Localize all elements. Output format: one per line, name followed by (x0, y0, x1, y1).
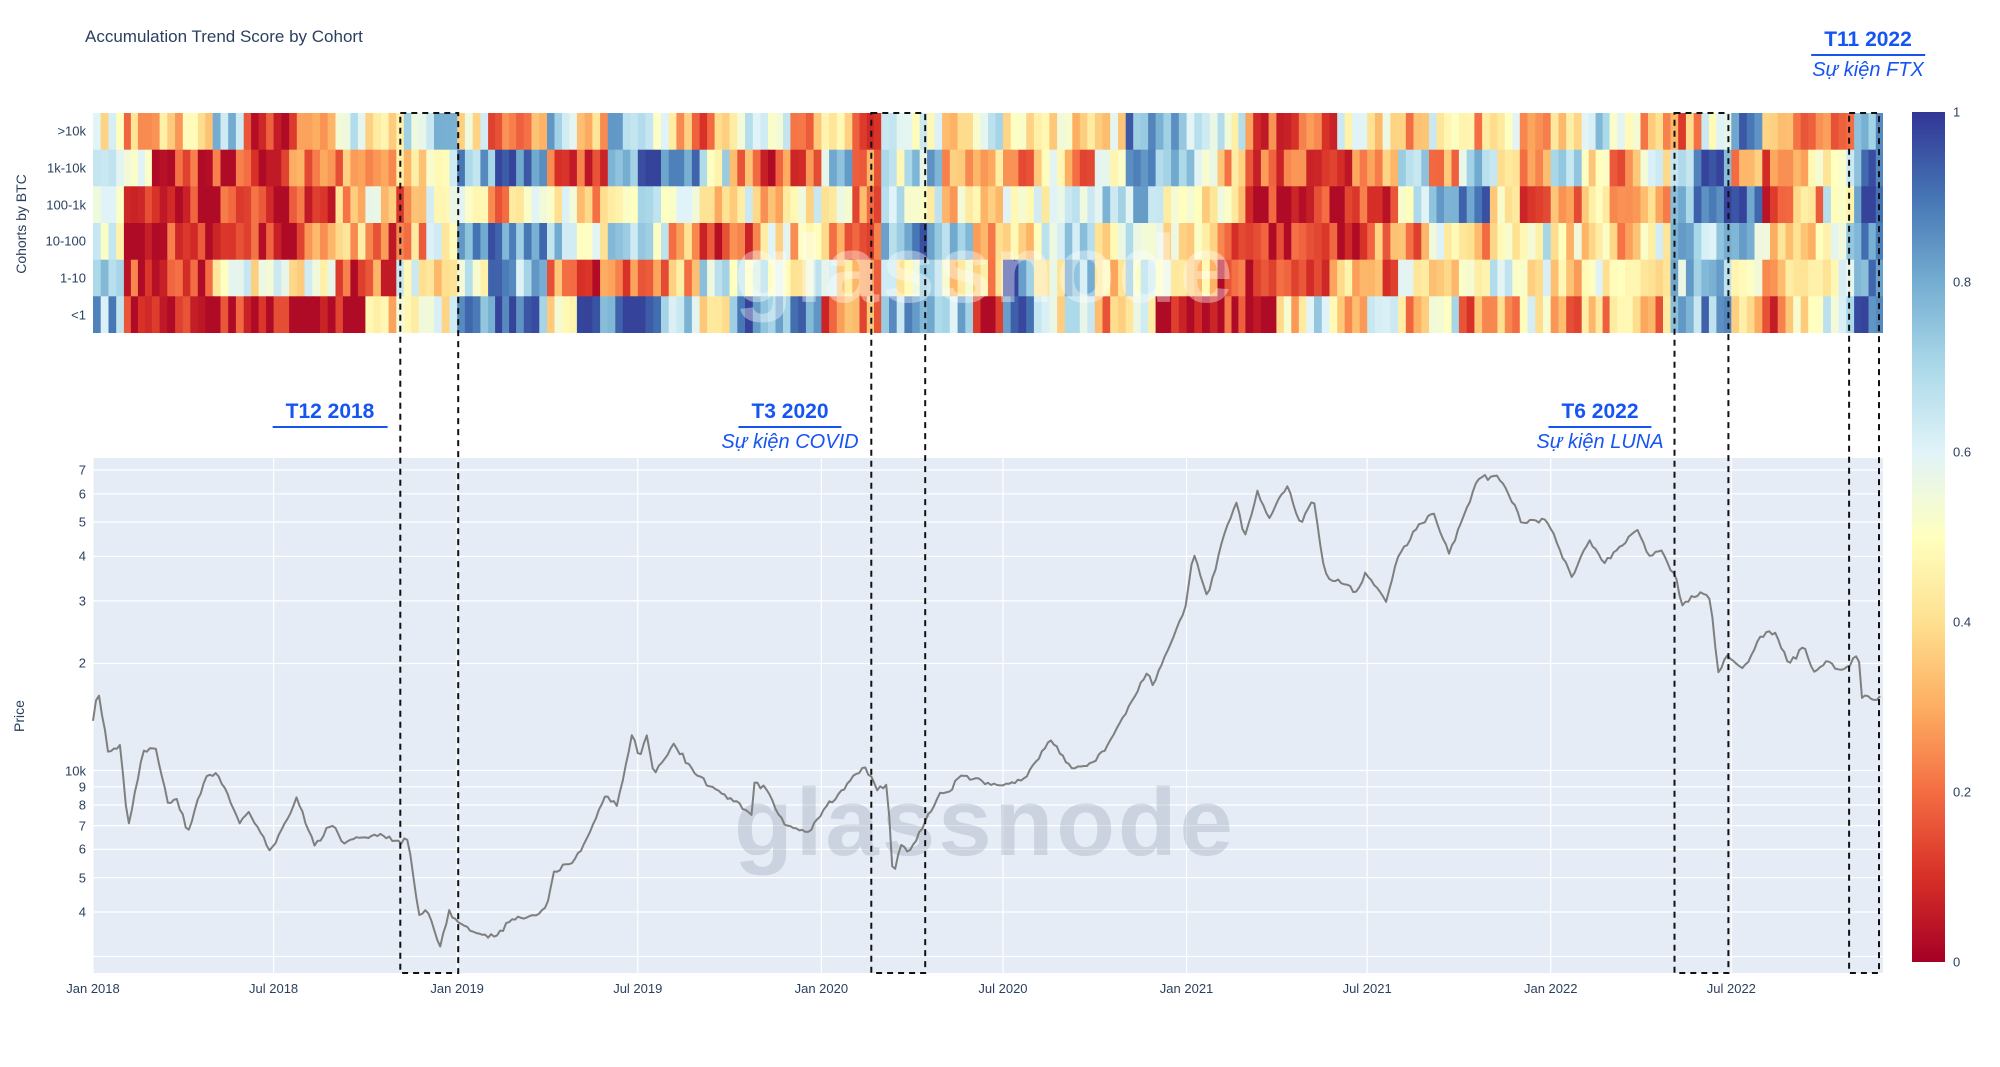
heatmap-ytick-10-100: 10-100 (45, 233, 86, 249)
cohort-heatmap[interactable] (93, 113, 1884, 334)
btc-price-line (92, 474, 1881, 948)
price-xtick-Jul-2022: Jul 2022 (1706, 981, 1756, 996)
price-xtick-Jan-2021: Jan 2021 (1159, 981, 1214, 996)
price-xtick-Jan-2020: Jan 2020 (794, 981, 849, 996)
annotation-sublabel: Sự kiện LUNA (1536, 431, 1664, 453)
glassnode-watermark-heatmap: glassnode (734, 216, 1236, 323)
heatmap-ytick-<1: <1 (71, 307, 86, 323)
price-ytick-2: 2 (78, 655, 86, 671)
price-ytick-4: 4 (78, 548, 86, 564)
annotation-t11-2022: T11 2022 Sự kiện FTX (1811, 28, 1925, 82)
heatmap-ytick-1-10: 1-10 (59, 270, 86, 286)
price-ytick-9: 9 (78, 779, 86, 795)
price-ytick-4: 4 (78, 904, 86, 920)
heatmap-ytick-1k-10k: 1k-10k (46, 160, 86, 176)
event-box-t3-2020 (870, 112, 927, 974)
colorbar-tick-0: 0 (1953, 954, 1961, 970)
annotation-label: T12 2018 (272, 400, 388, 428)
price-ytick-7: 7 (78, 818, 86, 834)
heatmap-y-axis-title: Cohorts by BTC (13, 174, 29, 274)
annotation-t6-2022: T6 2022 Sự kiện LUNA (1536, 400, 1663, 454)
price-ytick-8: 8 (78, 797, 86, 813)
colorbar-tick-0.6: 0.6 (1953, 444, 1972, 460)
price-xtick-Jan-2018: Jan 2018 (66, 981, 120, 996)
price-ytick-7: 7 (78, 462, 86, 478)
colorbar (1912, 112, 1945, 962)
annotation-t3-2020: T3 2020 Sự kiện COVID (721, 400, 858, 454)
event-box-t6-2022 (1673, 112, 1730, 974)
annotation-sublabel: Sự kiện FTX (1812, 59, 1924, 81)
event-box-t12-2018 (399, 112, 460, 974)
price-ytick-6: 6 (78, 486, 86, 502)
price-ytick-6: 6 (78, 841, 86, 857)
colorbar-tick-0.8: 0.8 (1953, 274, 1972, 290)
price-xtick-Jul-2020: Jul 2020 (978, 981, 1028, 996)
heatmap-ytick-100-1k: 100-1k (46, 197, 86, 213)
annotation-label: T3 2020 (738, 400, 842, 428)
price-ytick-5: 5 (78, 514, 86, 530)
colorbar-tick-0.4: 0.4 (1953, 614, 1972, 630)
price-xtick-Jan-2019: Jan 2019 (430, 981, 484, 996)
price-y-axis-title: Price (11, 700, 27, 732)
price-xtick-Jul-2021: Jul 2021 (1342, 981, 1392, 996)
price-xtick-Jan-2022: Jan 2022 (1523, 981, 1578, 996)
colorbar-tick-1: 1 (1953, 104, 1961, 120)
event-box-t11-2022 (1848, 112, 1880, 974)
price-chart[interactable]: glassnode (92, 458, 1883, 973)
annotation-label: T11 2022 (1811, 28, 1925, 56)
annotation-label: T6 2022 (1548, 400, 1652, 428)
annotation-sublabel: Sự kiện COVID (721, 431, 859, 453)
chart-title: Accumulation Trend Score by Cohort (85, 27, 363, 46)
price-ytick-3: 3 (78, 593, 86, 609)
price-ytick-5: 5 (78, 870, 86, 886)
heatmap-ytick->10k: >10k (57, 123, 86, 139)
price-xtick-Jul-2018: Jul 2018 (249, 981, 299, 996)
annotation-t12-2018: T12 2018 (272, 400, 388, 428)
price-xtick-Jul-2019: Jul 2019 (613, 981, 663, 996)
price-ytick-10k: 10k (65, 763, 86, 779)
colorbar-tick-0.2: 0.2 (1953, 784, 1972, 800)
glassnode-watermark-price: glassnode (734, 769, 1236, 876)
